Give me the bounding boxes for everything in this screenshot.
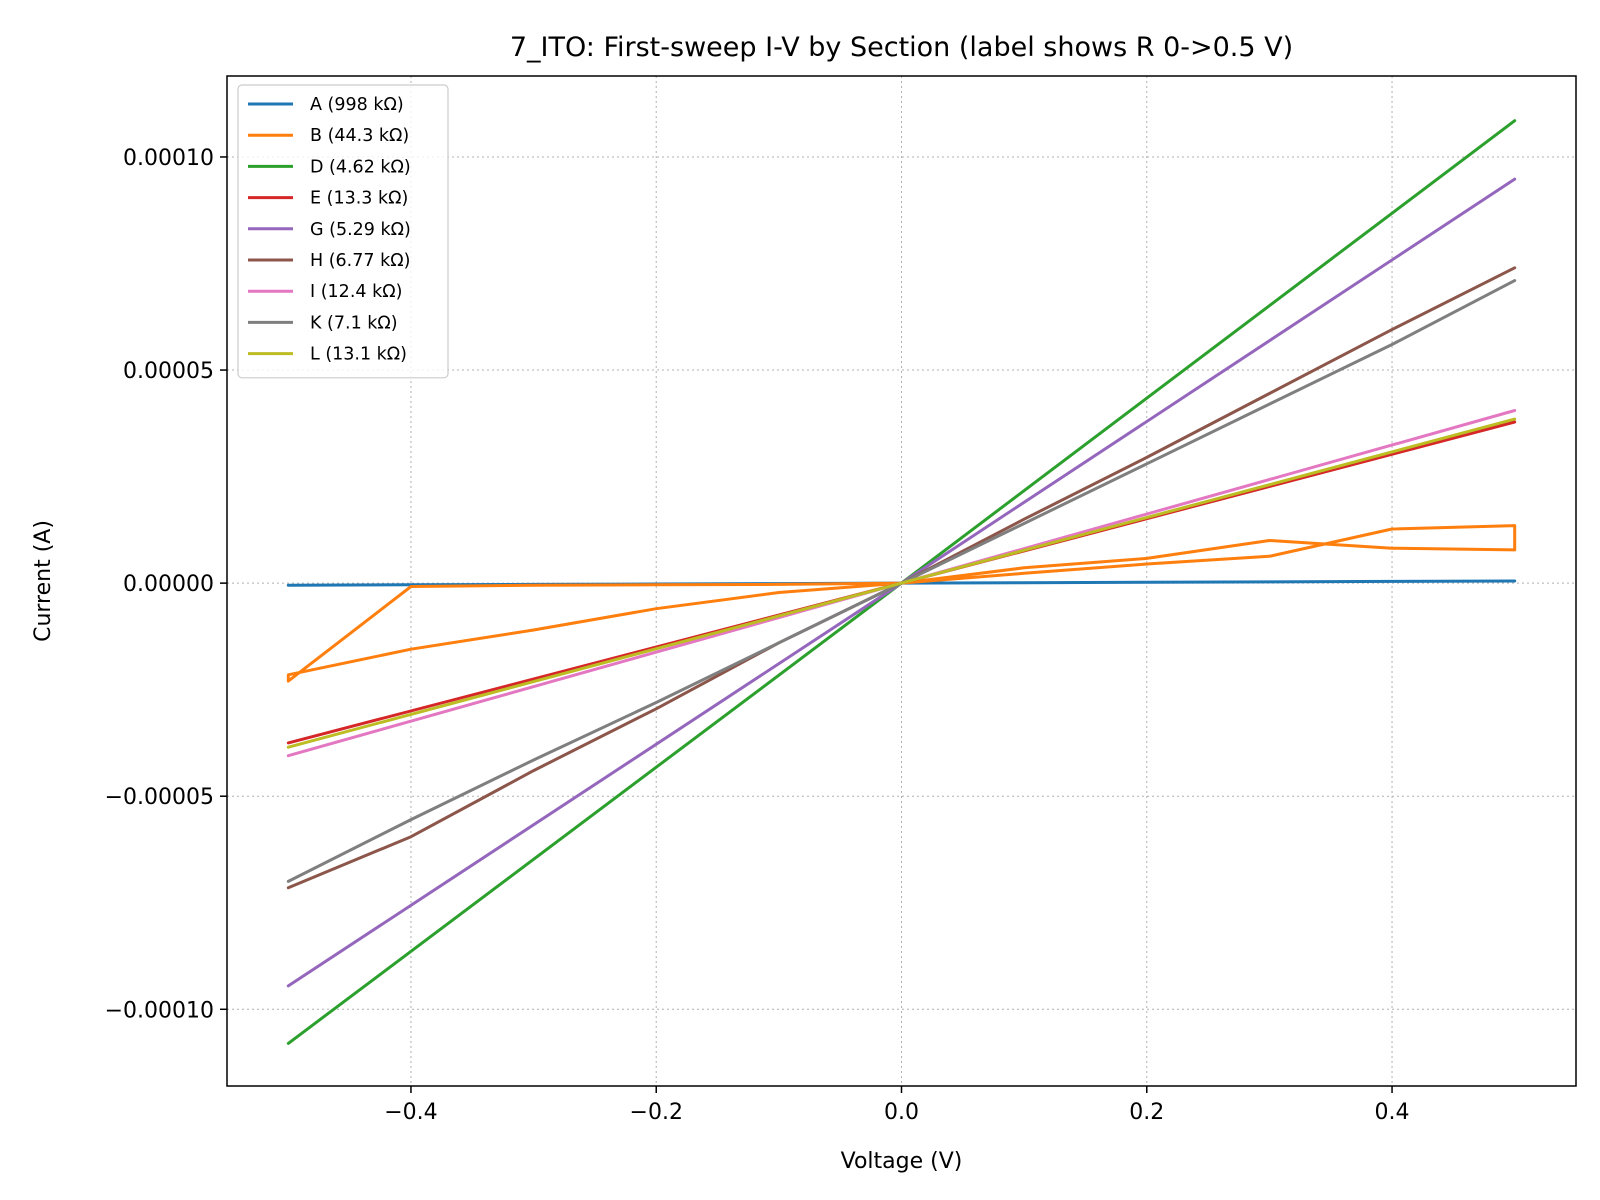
chart-title: 7_ITO: First-sweep I-V by Section (label… bbox=[510, 32, 1293, 63]
y-tick-label: −0.00005 bbox=[105, 785, 214, 810]
series-line-l bbox=[286, 417, 1517, 749]
x-tick-label: 0.2 bbox=[1129, 1100, 1164, 1125]
x-tick-label: −0.4 bbox=[384, 1100, 437, 1125]
legend-entry-label: D (4.62 kΩ) bbox=[310, 157, 411, 177]
x-tick-label: −0.2 bbox=[630, 1100, 683, 1125]
legend-entry-label: L (13.1 kΩ) bbox=[310, 345, 407, 365]
legend-entry-label: K (7.1 kΩ) bbox=[310, 313, 398, 333]
y-tick-label: 0.00000 bbox=[123, 572, 214, 597]
legend-entry-label: H (6.77 kΩ) bbox=[310, 251, 410, 271]
x-axis-ticks: −0.4 −0.2 0.0 0.2 0.4 bbox=[384, 1086, 1410, 1125]
legend-entry-label: B (44.3 kΩ) bbox=[310, 126, 409, 146]
legend-box bbox=[237, 84, 449, 379]
y-axis-ticks: 0.00010 0.00005 0.00000 −0.00005 −0.00010 bbox=[105, 146, 227, 1023]
legend-entry-label: G (5.29 kΩ) bbox=[310, 220, 411, 240]
legend-entry-label: I (12.4 kΩ) bbox=[310, 282, 402, 302]
y-axis-label: Current (A) bbox=[31, 520, 56, 642]
legend: A (998 kΩ) B (44.3 kΩ) D (4.62 kΩ) E (13.3 … bbox=[237, 84, 449, 379]
x-axis-label: Voltage (V) bbox=[841, 1149, 963, 1174]
y-tick-label: 0.00005 bbox=[123, 359, 214, 384]
series-lines bbox=[286, 119, 1517, 1045]
x-tick-label: 0.0 bbox=[884, 1100, 919, 1125]
y-tick-label: −0.00010 bbox=[105, 998, 214, 1023]
legend-entry-label: E (13.3 kΩ) bbox=[310, 189, 408, 209]
legend-entry-label: A (998 kΩ) bbox=[310, 95, 404, 115]
x-tick-label: 0.4 bbox=[1375, 1100, 1410, 1125]
y-tick-label: 0.00010 bbox=[123, 146, 214, 171]
